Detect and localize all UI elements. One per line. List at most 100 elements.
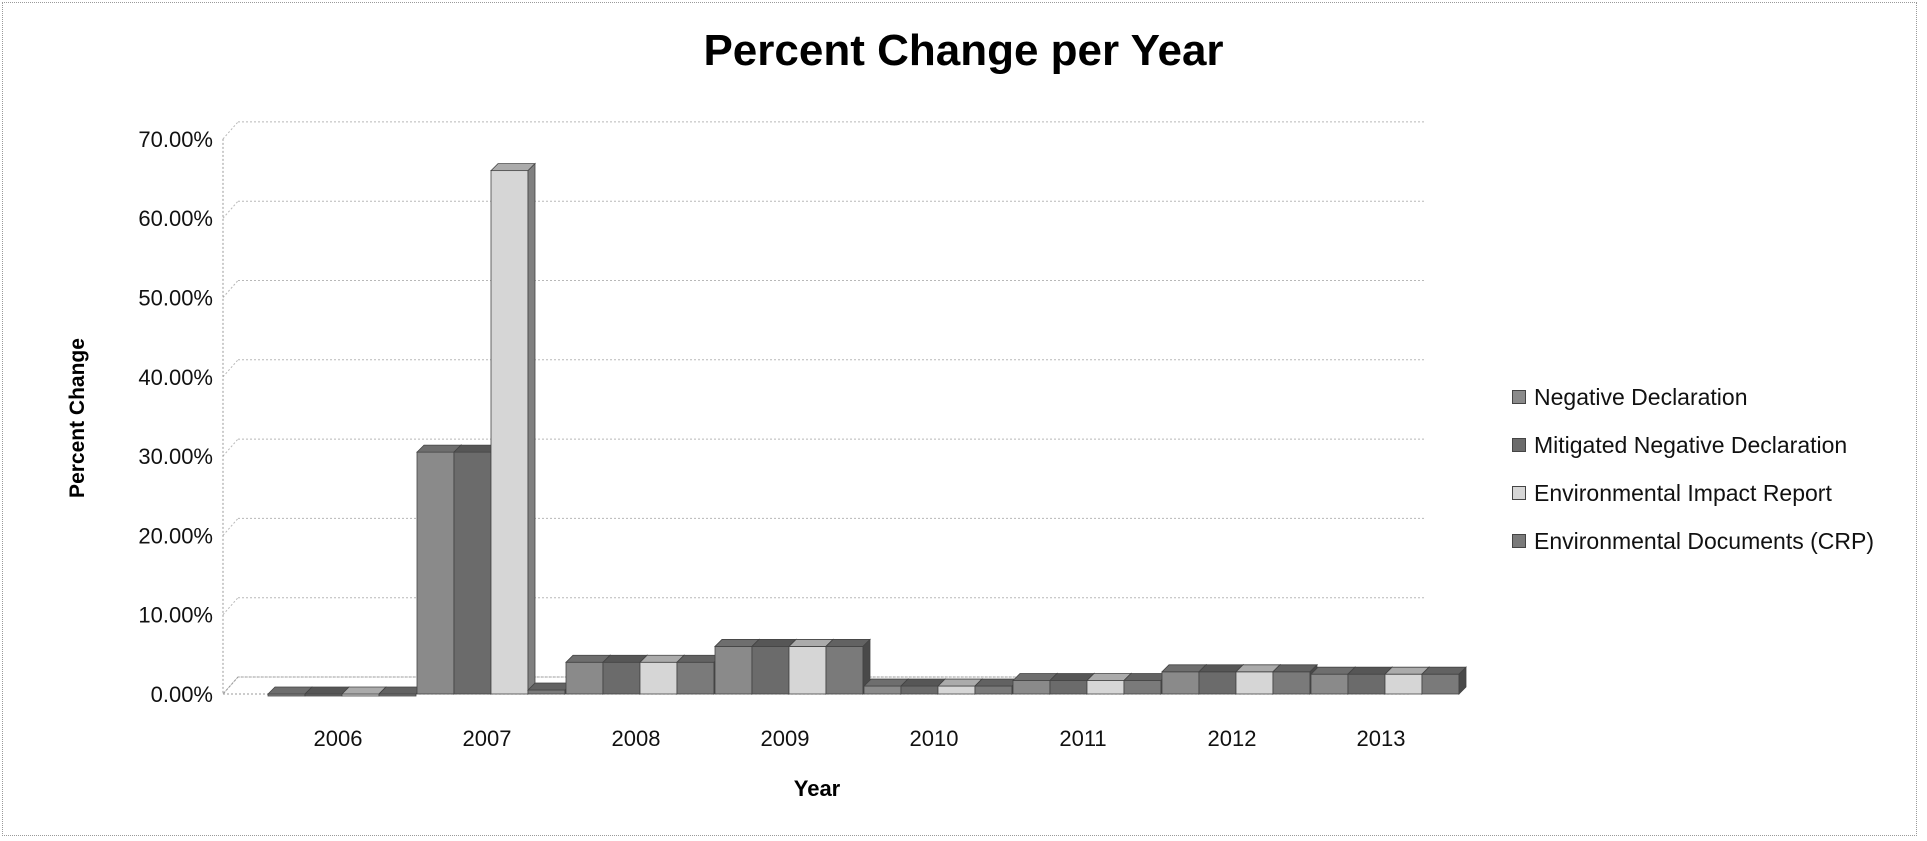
legend-label: Environmental Impact Report [1534,479,1832,506]
x-tick-label: 2008 [612,726,661,751]
bar [751,646,790,695]
x-tick-label: 2006 [314,726,363,751]
bar-top [1310,666,1356,675]
y-tick-label: 70.00% [138,127,213,152]
bar [900,685,939,695]
x-tick-label: 2010 [910,726,959,751]
bar-top [527,682,573,691]
y-tick-label: 60.00% [138,206,213,231]
y-tick-label: 50.00% [138,286,213,311]
x-tick-label: 2007 [463,726,512,751]
bar [490,170,529,695]
bar-top [341,686,387,695]
bar-top [490,163,536,172]
legend-item-environmental-impact-report: Environmental Impact Report [1512,469,1874,517]
y-tick-label: 10.00% [138,603,213,628]
bar-top [1421,666,1467,675]
bar [937,685,976,695]
bar [565,661,604,695]
legend-item-environmental-documents-crp: Environmental Documents (CRP) [1512,517,1874,565]
gridline-side [222,200,239,219]
bar-top [1272,664,1318,673]
bar-top [676,654,722,663]
legend-swatch [1512,438,1526,452]
bar-top [900,678,946,687]
y-tick-label: 30.00% [138,444,213,469]
y-tick-label: 0.00% [151,682,213,707]
gridline-side [222,359,239,378]
bar-top [639,654,685,663]
bar [1161,671,1200,695]
legend-label: Negative Declaration [1534,383,1748,410]
legend-swatch [1512,390,1526,404]
bar-top [1049,673,1095,681]
bar [1235,671,1274,695]
bar [1384,673,1423,695]
bar-top [267,686,313,695]
bar-top [1235,664,1281,673]
bar [1272,671,1311,695]
bar [974,685,1013,695]
bar-top [788,639,834,647]
legend-swatch [1512,486,1526,500]
bar [1049,680,1088,695]
x-tick-label: 2011 [1059,726,1106,751]
bar-top [304,686,350,695]
bar [527,689,566,695]
bar-top [565,654,611,663]
bar-top [378,686,424,695]
gridline-side [222,280,239,298]
bar [676,661,715,695]
bar [1198,671,1237,695]
x-tick-label: 2009 [761,726,810,751]
bar-top [1161,664,1207,673]
bar-top [1198,664,1244,673]
bar-top [1347,666,1393,675]
bar [453,451,492,695]
bar-top [825,639,871,647]
bar [1123,680,1162,695]
bar [1012,680,1051,695]
legend: Negative Declaration Mitigated Negative … [1512,373,1874,565]
legend-swatch [1512,534,1526,548]
bar [788,646,827,695]
bar [1086,680,1125,695]
bar [639,661,678,695]
bar-side [527,162,536,695]
y-tick-label: 40.00% [138,365,213,390]
y-axis-label: Percent Change [66,338,89,498]
bar-side [1458,666,1467,695]
bar [1310,673,1349,695]
gridline-side [222,121,239,140]
bar-top [974,678,1020,687]
legend-label: Environmental Documents (CRP) [1534,527,1875,554]
bar [1421,673,1460,695]
bar [714,646,753,695]
gridline-side [222,518,239,536]
bar-top [751,639,797,647]
bar [863,685,902,695]
bar [1347,673,1386,695]
bar-top [863,678,909,687]
bar-top [1012,673,1058,681]
x-tick-label: 2013 [1357,726,1406,751]
bar [416,451,455,695]
chart-title: Percent Change per Year [703,26,1224,75]
x-tick-label: 2012 [1208,726,1257,751]
gridline-side [222,597,239,616]
bar-top [602,654,648,663]
bar-top [937,678,983,687]
bar-top [1086,673,1132,681]
y-tick-label: 20.00% [138,523,213,548]
legend-item-negative-declaration: Negative Declaration [1512,373,1874,421]
legend-label: Mitigated Negative Declaration [1534,431,1848,458]
gridline-side [222,438,239,457]
bar [825,646,864,695]
bar-top [714,639,760,647]
legend-item-mitigated-negative-declaration: Mitigated Negative Declaration [1512,421,1874,469]
bar [602,661,641,695]
bar-top [1384,666,1430,675]
bar-top [416,444,462,453]
